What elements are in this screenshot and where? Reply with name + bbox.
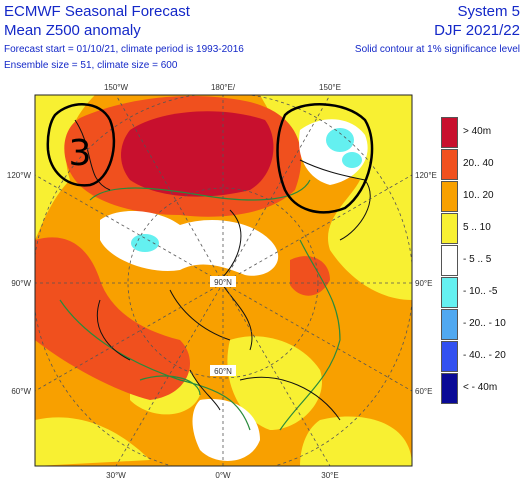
yellow-region-se [300, 416, 412, 466]
dark-red-core [121, 111, 274, 197]
season-label: DJF 2021/22 [434, 22, 520, 39]
lat-label-90n-bg [210, 276, 236, 287]
legend-label: 20.. 40 [463, 158, 494, 169]
lon-label-180: 180°E/ [211, 83, 236, 92]
red-orange-region-east [290, 256, 330, 296]
graticule [35, 95, 412, 466]
legend-swatch [441, 117, 458, 148]
yellow-region-ne [260, 95, 412, 300]
legend-label: - 5 .. 5 [463, 254, 492, 265]
legend-swatch [441, 245, 458, 276]
legend-swatch [441, 341, 458, 372]
red-orange-region-west [35, 237, 190, 400]
significance-contours [59, 179, 341, 431]
lon-label-120e: 120°E [415, 171, 437, 180]
lon-label-150e: 150°E [319, 83, 341, 92]
legend-swatch [441, 373, 458, 404]
legend-swatch [441, 149, 458, 180]
title-line-2: Mean Z500 anomaly [4, 22, 141, 39]
lon-label-30e: 30°E [321, 471, 338, 480]
legend-item: - 10.. -5 [441, 277, 528, 308]
lon-label-60e: 60°E [415, 387, 432, 396]
legend-item: 20.. 40 [441, 149, 528, 180]
anomaly-field [35, 95, 412, 466]
legend-item: - 5 .. 5 [441, 245, 528, 276]
legend-swatch [441, 309, 458, 340]
legend-swatch [441, 181, 458, 212]
lon-label-30w: 30°W [106, 471, 126, 480]
legend-label: - 40.. - 20 [463, 350, 506, 361]
handdrawn-circle-pacific [46, 103, 116, 187]
handwritten-three: 3 [69, 133, 92, 174]
contour-note: Solid contour at 1% significance level [354, 44, 520, 55]
cyan-blob-arctic [131, 234, 159, 252]
white-region-arctic [100, 210, 279, 276]
legend-item: > 40m [441, 117, 528, 148]
legend-item: < - 40m [441, 373, 528, 404]
lon-label-90w: 90°W [11, 279, 31, 288]
lat-label-60n: 60°N [214, 367, 232, 376]
ensemble-info: Ensemble size = 51, climate size = 600 [4, 60, 178, 71]
lat-label-60n-bg [210, 365, 236, 376]
legend-label: 10.. 20 [463, 190, 494, 201]
system-label: System 5 [457, 3, 520, 20]
lon-label-120w: 120°W [7, 171, 32, 180]
yellow-region-sw [35, 417, 150, 466]
lon-label-90e: 90°E [415, 279, 432, 288]
lat-label-90n: 90°N [214, 278, 232, 287]
legend-item: - 40.. - 20 [441, 341, 528, 372]
lon-label-60w: 60°W [11, 387, 31, 396]
lon-label-0: 0°W [215, 471, 231, 480]
legend-swatch [441, 213, 458, 244]
legend-label: > 40m [463, 126, 492, 137]
cyan-blob-siberia-2 [342, 152, 362, 168]
legend-label: - 20.. - 10 [463, 318, 506, 329]
title-line-1: ECMWF Seasonal Forecast [4, 3, 190, 20]
forecast-info: Forecast start = 01/10/21, climate perio… [4, 44, 244, 55]
legend-label: < - 40m [463, 382, 498, 393]
map-frame [34, 94, 413, 467]
legend-item: 10.. 20 [441, 181, 528, 212]
legend-swatch [441, 277, 458, 308]
cyan-blob-siberia [326, 128, 354, 152]
legend-label: - 10.. -5 [463, 286, 498, 297]
handdrawn-circle-siberia [276, 103, 374, 214]
lon-label-150w: 150°W [104, 83, 129, 92]
legend-label: 5 .. 10 [463, 222, 491, 233]
legend-item: - 20.. - 10 [441, 309, 528, 340]
legend-item: 5 .. 10 [441, 213, 528, 244]
